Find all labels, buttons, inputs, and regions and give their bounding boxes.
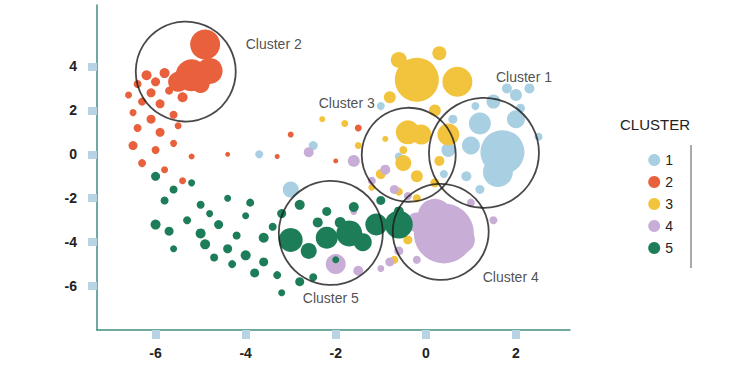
svg-text:Cluster 1: Cluster 1	[496, 69, 552, 85]
svg-text:2: 2	[665, 174, 673, 190]
svg-text:0: 0	[69, 146, 77, 162]
svg-text:-6: -6	[149, 345, 162, 361]
svg-text:-4: -4	[65, 234, 78, 250]
svg-text:-2: -2	[330, 345, 343, 361]
svg-text:1: 1	[665, 152, 673, 168]
svg-text:4: 4	[665, 218, 673, 234]
svg-text:CLUSTER: CLUSTER	[620, 116, 690, 133]
svg-text:Cluster 4: Cluster 4	[483, 269, 539, 285]
svg-text:2: 2	[512, 345, 520, 361]
svg-text:Cluster 2: Cluster 2	[246, 36, 302, 52]
svg-text:Cluster 5: Cluster 5	[303, 290, 359, 306]
svg-text:2: 2	[69, 102, 77, 118]
svg-text:Cluster 3: Cluster 3	[319, 95, 375, 111]
svg-text:3: 3	[665, 196, 673, 212]
svg-text:-6: -6	[65, 278, 78, 294]
svg-text:0: 0	[422, 345, 430, 361]
svg-text:-2: -2	[65, 190, 78, 206]
svg-text:4: 4	[69, 58, 77, 74]
svg-text:5: 5	[665, 240, 673, 256]
svg-text:-4: -4	[239, 345, 252, 361]
